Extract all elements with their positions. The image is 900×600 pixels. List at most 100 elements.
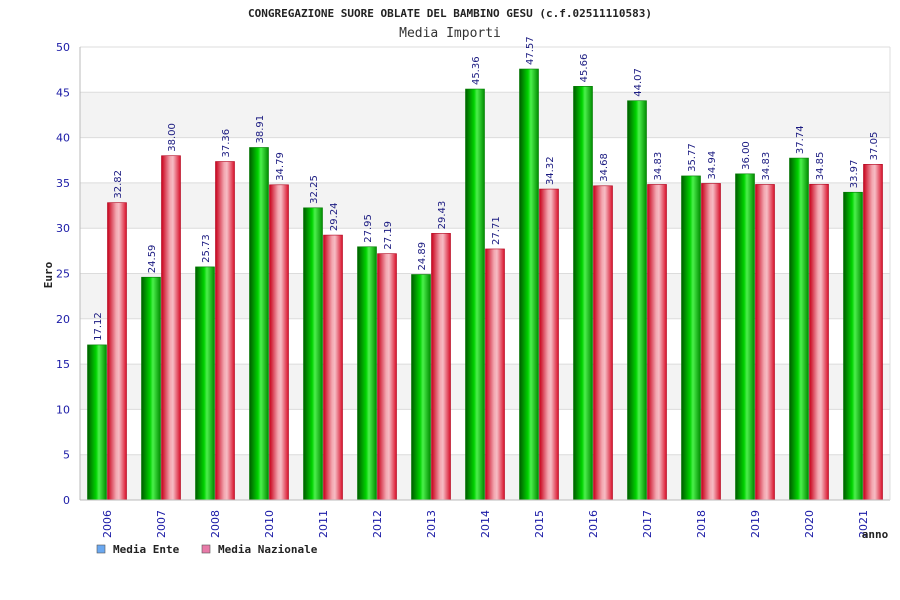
axes: [79, 47, 891, 501]
bar-media-nazionale: [107, 202, 127, 501]
x-tick-label: 2018: [695, 510, 708, 538]
value-label: 35.77: [687, 143, 698, 172]
y-tick-label: 30: [56, 222, 70, 235]
x-tick-label: 2013: [425, 510, 438, 538]
bar-media-ente: [573, 86, 593, 501]
x-tick-label: 2019: [749, 510, 762, 538]
plot-band: [80, 92, 890, 138]
plot-band: [80, 182, 890, 229]
value-label: 37.05: [869, 132, 880, 161]
plot-band: [80, 137, 890, 183]
value-labels: 17.12 32.82 24.59 38.00 25.73 37.36 38.91 34.79…: [93, 36, 880, 341]
value-label: 34.83: [761, 152, 772, 181]
value-label: 32.82: [113, 170, 124, 199]
value-label: 24.59: [147, 245, 158, 274]
value-label: 34.68: [599, 153, 610, 182]
plot-band: [80, 454, 890, 500]
value-label: 37.74: [795, 125, 806, 154]
value-label: 34.83: [653, 152, 664, 181]
bar-media-ente: [87, 344, 107, 501]
value-label: 27.71: [491, 216, 502, 245]
x-axis-label: anno: [862, 528, 889, 541]
bar-media-nazionale: [377, 253, 397, 501]
x-tick-label: 2010: [263, 510, 276, 538]
value-label: 34.94: [707, 151, 718, 180]
value-label: 25.73: [201, 234, 212, 263]
bar-media-nazionale: [215, 161, 235, 501]
plot-band: [80, 273, 890, 319]
x-tick-labels: 2006 2007 2008 2010 2011 2012 2013 2014 2015 2016…: [101, 510, 870, 538]
bar-media-nazionale: [863, 164, 883, 501]
y-tick-label: 20: [56, 313, 70, 326]
value-label: 29.43: [437, 201, 448, 230]
bar-media-nazionale: [809, 183, 829, 501]
x-tick-label: 2017: [641, 510, 654, 538]
value-label: 34.79: [275, 152, 286, 181]
bar-media-ente: [465, 88, 485, 501]
x-tick-label: 2021: [857, 510, 870, 538]
value-label: 34.85: [815, 152, 826, 181]
bar-media-nazionale: [755, 184, 775, 501]
x-tick-label: 2007: [155, 510, 168, 538]
bar-media-ente: [789, 157, 809, 501]
value-label: 17.12: [93, 312, 104, 341]
value-label: 47.57: [525, 36, 536, 65]
value-label: 34.32: [545, 156, 556, 185]
plot-band: [80, 409, 890, 455]
y-tick-label: 50: [56, 41, 70, 54]
y-axis-label: Euro: [42, 261, 55, 288]
y-tick-label: 0: [63, 494, 70, 507]
x-tick-label: 2015: [533, 510, 546, 538]
value-label: 27.95: [363, 214, 374, 243]
bar-media-ente: [681, 175, 701, 501]
x-tick-label: 2006: [101, 510, 114, 538]
value-label: 32.25: [309, 175, 320, 204]
bar-media-nazionale: [593, 185, 613, 501]
y-tick-labels: 0 5 10 15 20 25 30 35 40 45 50: [56, 41, 70, 507]
plot-band: [80, 228, 890, 274]
bar-media-ente: [249, 147, 269, 501]
value-label: 24.89: [417, 242, 428, 271]
x-tick-label: 2016: [587, 510, 600, 538]
plot-band: [80, 318, 890, 365]
x-tick-label: 2012: [371, 510, 384, 538]
y-tick-label: 35: [56, 177, 70, 190]
bar-media-nazionale: [539, 188, 559, 501]
bar-media-nazionale: [485, 248, 505, 501]
x-tick-label: 2020: [803, 510, 816, 538]
legend: Media Ente Media Nazionale: [96, 543, 318, 556]
bar-media-nazionale: [323, 234, 343, 501]
x-tick-label: 2008: [209, 510, 222, 538]
value-label: 33.97: [849, 160, 860, 189]
legend-label: Media Ente: [113, 543, 180, 556]
value-label: 37.36: [221, 129, 232, 158]
legend-swatch: [96, 544, 106, 554]
value-label: 36.00: [741, 141, 752, 170]
value-label: 45.66: [579, 54, 590, 83]
chart-subtitle: Media Importi: [399, 26, 501, 41]
bar-media-nazionale: [701, 183, 721, 501]
bar-media-ente: [357, 246, 377, 501]
value-label: 38.00: [167, 123, 178, 152]
y-tick-label: 25: [56, 268, 70, 281]
value-label: 45.36: [471, 56, 482, 85]
bar-media-nazionale: [431, 233, 451, 501]
bar-media-nazionale: [269, 184, 289, 501]
bar-media-ente: [735, 173, 755, 501]
legend-label: Media Nazionale: [218, 543, 318, 556]
bar-media-ente: [411, 274, 431, 501]
x-tick-label: 2011: [317, 510, 330, 538]
bar-media-nazionale: [647, 184, 667, 501]
bar-media-ente: [519, 68, 539, 501]
plot-background: [80, 47, 890, 500]
bars: [87, 68, 883, 501]
value-label: 29.24: [329, 202, 340, 231]
chart-title: CONGREGAZIONE SUORE OBLATE DEL BAMBINO G…: [248, 7, 652, 20]
bar-media-ente: [195, 266, 215, 501]
plot-band: [80, 47, 890, 93]
x-tick-label: 2014: [479, 510, 492, 538]
y-tick-label: 10: [56, 403, 70, 416]
y-tick-label: 45: [56, 86, 70, 99]
y-tick-label: 40: [56, 132, 70, 145]
